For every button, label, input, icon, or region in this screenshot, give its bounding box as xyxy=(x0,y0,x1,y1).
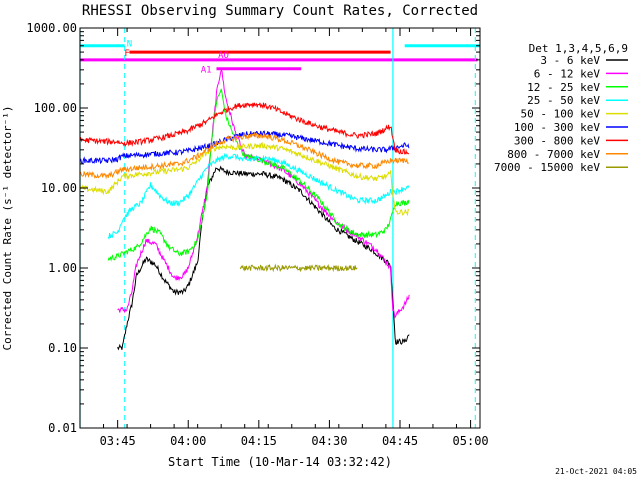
series-line-1 xyxy=(117,68,410,319)
x-tick-label-3: 04:30 xyxy=(311,434,347,448)
legend-label-5: 100 - 300 keV xyxy=(514,121,600,134)
series-line-8 xyxy=(239,263,358,273)
flag-label-3: A1 xyxy=(201,66,212,76)
flag-label-1: F xyxy=(124,49,129,59)
legend-label-2: 12 - 25 keV xyxy=(527,81,600,94)
y-tick-label-0: 0.01 xyxy=(48,421,77,435)
legend-label-8: 7000 - 15000 keV xyxy=(494,161,600,174)
y-tick-label-3: 10.00 xyxy=(41,181,77,195)
series-line-0 xyxy=(117,165,410,351)
flag-label-0: N xyxy=(127,40,132,50)
x-tick-label-0: 03:45 xyxy=(100,434,136,448)
flag-label-2: AO xyxy=(218,51,229,61)
plot-frame xyxy=(79,27,481,429)
y-tick-label-2: 1.00 xyxy=(48,261,77,275)
legend-title: Det 1,3,4,5,6,9 xyxy=(529,42,628,55)
legend-label-7: 800 - 7000 keV xyxy=(507,148,600,161)
series-line-3 xyxy=(107,153,410,240)
legend-label-4: 50 - 100 keV xyxy=(521,108,601,121)
attenuator-lines xyxy=(79,28,476,428)
legend-label-1: 6 - 12 keV xyxy=(534,67,601,80)
legend-label-3: 25 - 50 keV xyxy=(527,94,600,107)
x-tick-label-4: 04:45 xyxy=(382,434,418,448)
x-tick-label-5: 05:00 xyxy=(453,434,489,448)
series-lines xyxy=(79,68,410,351)
series-line-6 xyxy=(79,102,410,155)
series-line-7 xyxy=(79,131,409,180)
y-tick-label-5: 1000.00 xyxy=(26,21,77,35)
y-tick-label-1: 0.10 xyxy=(48,341,77,355)
x-tick-label-2: 04:15 xyxy=(241,434,277,448)
x-tick-label-1: 04:00 xyxy=(170,434,206,448)
x-axis-label: Start Time (10-Mar-14 03:32:42) xyxy=(168,455,392,469)
series-line-4 xyxy=(79,141,410,217)
chart-title: RHESSI Observing Summary Count Rates, Co… xyxy=(82,3,478,19)
y-axis-label: Corrected Count Rate (s⁻¹ detector⁻¹) xyxy=(1,105,14,350)
series-line-2 xyxy=(107,88,410,262)
legend-label-6: 300 - 800 keV xyxy=(514,134,600,147)
timestamp: 21-Oct-2021 04:05 xyxy=(555,467,637,476)
axes: 03:45 04:00 04:15 04:30 04:45 05:00 0.01 0.10 1.… xyxy=(26,21,488,448)
legend-label-0: 3 - 6 keV xyxy=(540,54,600,67)
y-tick-label-4: 100.00 xyxy=(34,101,77,115)
flag-bars: NF AO A1 xyxy=(80,40,480,76)
